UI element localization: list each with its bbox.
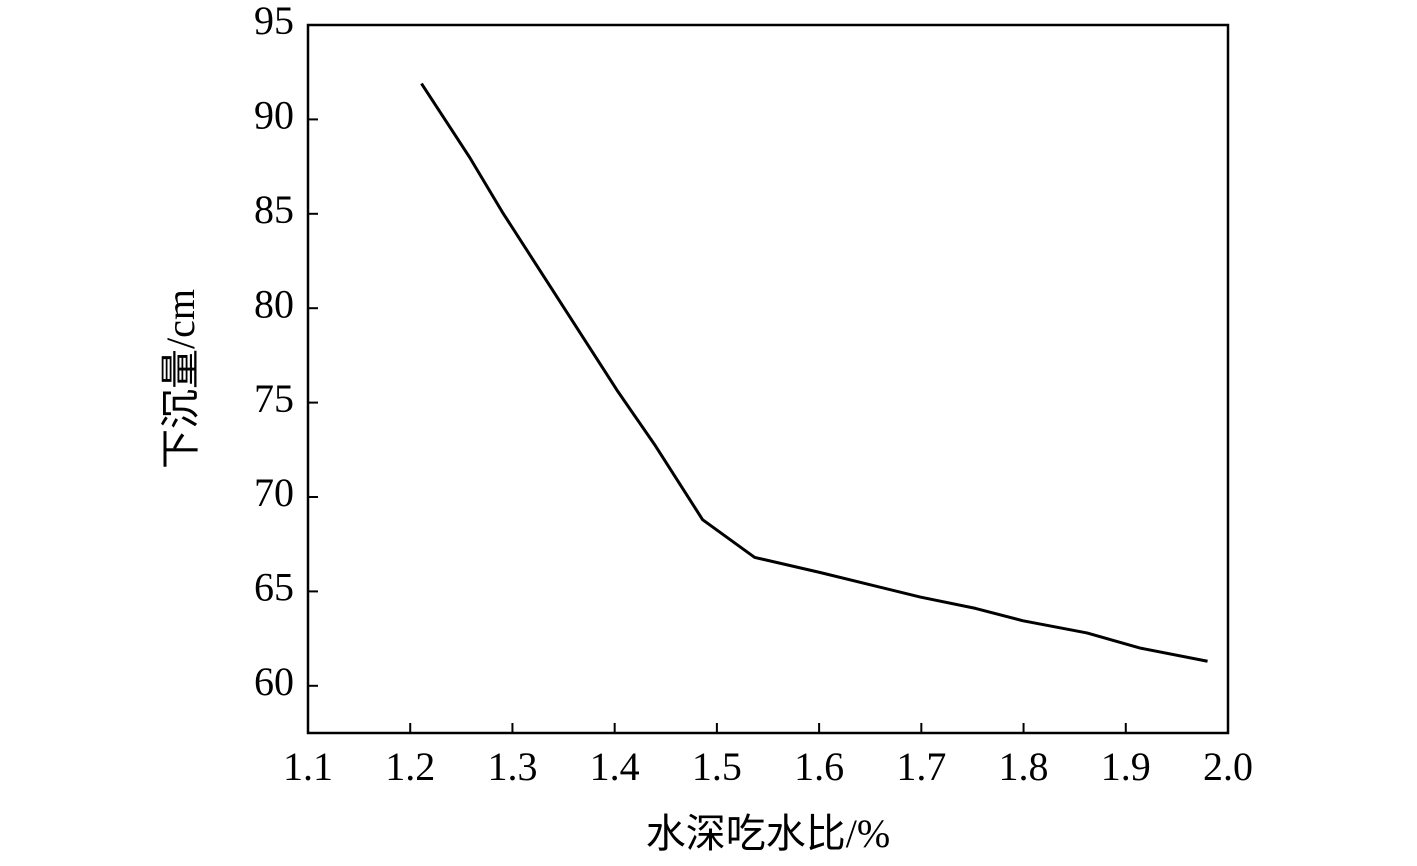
x-tick-label: 1.8 (999, 744, 1049, 789)
y-tick-label: 85 (254, 187, 294, 232)
x-tick-label: 1.5 (692, 744, 742, 789)
data-line (420, 82, 1208, 663)
y-tick-label: 75 (254, 376, 294, 421)
y-tick-label: 65 (254, 565, 294, 610)
y-tick-label: 90 (254, 93, 294, 138)
x-axis-label: 水深吃水比/% (646, 811, 890, 856)
plot-frame (306, 23, 1230, 735)
y-axis-label: 下沉量/cm (158, 289, 203, 469)
x-tick-label: 1.7 (896, 744, 946, 789)
y-tick-label: 70 (254, 470, 294, 515)
x-tick-label: 1.1 (283, 744, 333, 789)
y-tick-label: 80 (254, 281, 294, 326)
x-tick-label: 1.3 (487, 744, 537, 789)
x-tick-label: 1.9 (1101, 744, 1151, 789)
x-tick-label: 1.4 (590, 744, 640, 789)
x-tick-label: 1.2 (385, 744, 435, 789)
y-tick-label: 95 (254, 0, 294, 43)
x-tick-label: 2.0 (1203, 744, 1253, 789)
x-tick-label: 1.6 (794, 744, 844, 789)
y-tick-label: 60 (254, 659, 294, 704)
